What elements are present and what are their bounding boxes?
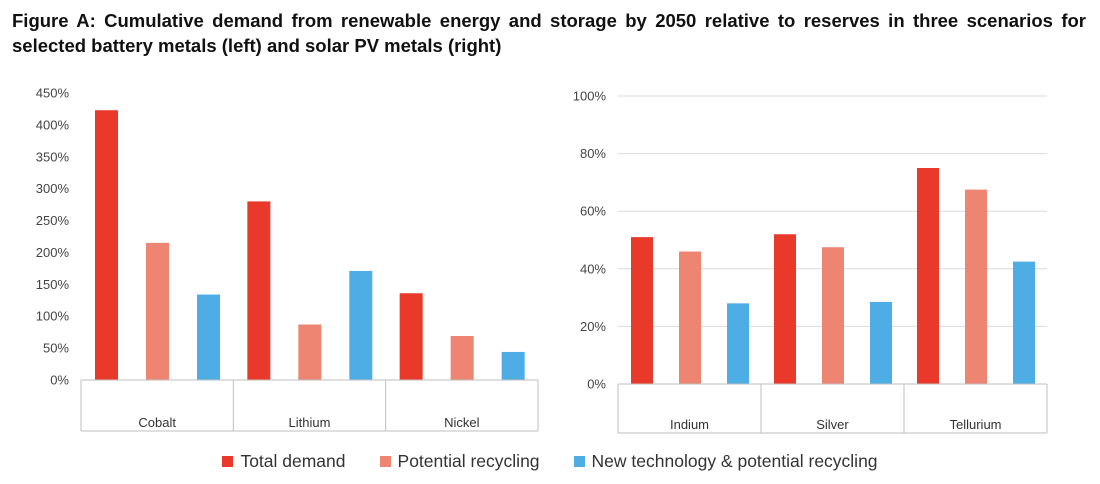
legend: Total demand Potential recycling New techn… <box>0 448 1100 474</box>
legend-swatch <box>573 455 585 467</box>
bar-potential-recycling <box>679 251 701 384</box>
solar-pv-metals-chart: 0% 20% 40% 60% 80% 100% Indium Silver Tellurium <box>573 89 1048 434</box>
y-tick-label: 150% <box>36 277 70 292</box>
y-tick-label: 0% <box>587 377 606 392</box>
bar-new-technology <box>349 270 373 380</box>
y-tick-label: 50% <box>43 341 69 356</box>
category-label: Silver <box>816 417 849 432</box>
legend-label: New technology & potential recycling <box>591 450 878 471</box>
legend-swatch <box>222 455 234 467</box>
category-label: Cobalt <box>138 415 176 430</box>
bar-total-demand <box>95 110 118 380</box>
bar-total-demand <box>247 201 271 380</box>
bar-total-demand <box>774 234 796 384</box>
category-label: Nickel <box>444 415 480 430</box>
y-tick-label: 450% <box>36 86 70 101</box>
legend-item-new-technology: New technology & potential recycling <box>573 450 878 472</box>
bar-total-demand <box>399 293 423 380</box>
bar-new-technology <box>197 294 220 380</box>
bar-new-technology <box>501 351 525 380</box>
legend-swatch <box>379 455 391 467</box>
y-tick-label: 60% <box>580 204 606 219</box>
category-label: Lithium <box>289 415 331 430</box>
legend-label: Potential recycling <box>397 450 540 471</box>
bar-new-technology <box>1013 261 1035 384</box>
y-tick-label: 0% <box>50 373 69 388</box>
y-tick-label: 100% <box>573 89 607 104</box>
y-tick-label: 20% <box>580 319 606 334</box>
bar-potential-recycling <box>822 247 844 384</box>
legend-item-potential-recycling: Potential recycling <box>379 450 540 472</box>
bar-total-demand <box>631 237 653 384</box>
y-tick-label: 350% <box>36 149 70 164</box>
bar-new-technology <box>870 301 892 384</box>
battery-metals-chart: 0% 50% 100% 150% 200% 250% 300% 350% 400% 450% Cob… <box>36 86 539 432</box>
bar-potential-recycling <box>298 324 322 380</box>
bar-total-demand <box>917 168 939 384</box>
legend-label: Total demand <box>240 450 346 471</box>
category-label: Tellurium <box>949 417 1001 432</box>
bar-potential-recycling <box>450 335 474 380</box>
y-tick-label: 250% <box>36 213 70 228</box>
y-tick-label: 400% <box>36 117 70 132</box>
y-tick-label: 300% <box>36 181 70 196</box>
bar-potential-recycling <box>146 242 169 380</box>
figure-title: Figure A: Cumulative demand from renewab… <box>12 10 1086 56</box>
legend-item-total-demand: Total demand <box>222 450 346 472</box>
category-label: Indium <box>670 417 709 432</box>
y-tick-label: 100% <box>36 309 70 324</box>
y-tick-label: 200% <box>36 245 70 260</box>
y-tick-label: 40% <box>580 261 606 276</box>
bar-potential-recycling <box>965 189 987 384</box>
bar-new-technology <box>727 303 749 384</box>
y-tick-label: 80% <box>580 146 606 161</box>
